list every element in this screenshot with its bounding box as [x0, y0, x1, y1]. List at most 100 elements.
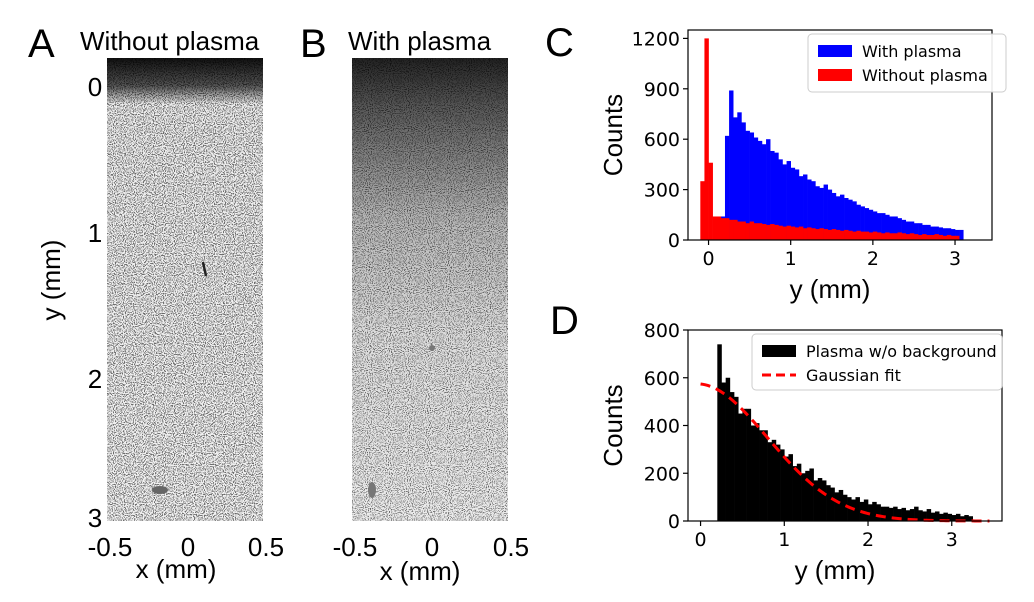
bar	[750, 425, 756, 521]
bar	[840, 194, 845, 240]
bar	[807, 179, 812, 240]
bar	[959, 229, 964, 240]
image-a-x-axis-label: x (mm)	[136, 554, 217, 584]
bar	[909, 509, 915, 521]
bar	[770, 150, 775, 240]
bar	[786, 225, 791, 240]
legend: Plasma w/o background Gaussian fit	[751, 333, 1003, 391]
y-tick-label: 0	[668, 511, 680, 533]
panel-d-letter: D	[550, 299, 579, 343]
bar	[885, 214, 890, 240]
bar	[766, 224, 771, 240]
bar	[827, 189, 833, 240]
bar	[844, 229, 849, 240]
panel-b-letter: B	[300, 22, 327, 66]
bar	[964, 515, 969, 521]
histogram-c: 0 1 2 3 0 300 600 900 1200 y (mm) Counts With plasm…	[598, 28, 1007, 304]
bar	[922, 511, 927, 521]
bar	[786, 161, 791, 240]
bar	[767, 442, 773, 521]
bar	[700, 181, 705, 240]
bar	[860, 231, 865, 240]
bar	[893, 506, 898, 521]
panel-c: C 0 1 2 3 0 300 600 900 1200 y (mm) Counts With pla…	[545, 21, 1007, 304]
panel-b: B With plasma -0.5 0 0.5 x (mm)	[300, 22, 529, 586]
legend: With plasma Without plasma	[807, 33, 1007, 93]
x-axis-label: y (mm)	[790, 274, 871, 304]
image-a-x-tick-neg: -0.5	[88, 532, 133, 562]
bar	[775, 444, 781, 521]
image-y-tick-3: 3	[88, 503, 102, 533]
bar	[955, 235, 960, 240]
bar	[766, 139, 771, 240]
bar	[926, 509, 932, 521]
bar	[831, 229, 837, 240]
bar	[893, 233, 898, 240]
bar	[868, 209, 874, 240]
bar	[708, 162, 713, 240]
bar	[852, 231, 857, 240]
bar	[918, 510, 923, 521]
bar	[733, 219, 738, 240]
bar	[737, 112, 742, 240]
bar	[729, 392, 735, 521]
y-tick-label: 200	[644, 463, 680, 485]
image-a-x-tick-pos: 0.5	[248, 532, 284, 562]
bar	[955, 229, 960, 240]
bar	[905, 234, 911, 240]
bar	[759, 430, 764, 521]
bar	[913, 234, 919, 240]
bar	[821, 480, 827, 521]
bar	[721, 382, 726, 521]
bar	[951, 515, 957, 521]
image-without-plasma	[107, 58, 263, 521]
x-tick-label: 0	[702, 248, 714, 270]
bar	[863, 499, 869, 521]
legend-label: Plasma w/o background	[806, 342, 997, 361]
bar	[942, 235, 948, 240]
x-tick-label: 1	[785, 248, 797, 270]
bar	[926, 234, 931, 240]
bar	[885, 232, 890, 240]
series-without-plasma	[700, 38, 960, 241]
bar	[864, 208, 870, 240]
bar	[749, 132, 755, 240]
bar	[757, 223, 763, 240]
bar	[897, 232, 902, 240]
bar	[842, 494, 848, 521]
bar	[848, 199, 853, 240]
bar	[817, 478, 823, 521]
bar	[872, 501, 877, 521]
bar	[930, 234, 935, 240]
bar	[811, 181, 816, 240]
bar	[868, 232, 874, 240]
image-y-tick-2: 2	[88, 364, 102, 394]
bar	[856, 204, 861, 240]
bar	[749, 221, 755, 240]
bar	[881, 233, 886, 240]
bar	[914, 506, 919, 521]
bar	[930, 512, 936, 521]
panel-a: A Without plasma y (mm) 0 1 2 3 -0.5 0 0…	[28, 22, 284, 584]
bar	[809, 468, 814, 521]
panel-c-letter: C	[545, 21, 574, 65]
bar	[893, 216, 898, 240]
bar	[717, 344, 722, 521]
y-tick-label: 300	[644, 180, 680, 202]
bar	[742, 408, 747, 521]
bar	[939, 513, 944, 521]
bar	[753, 137, 759, 240]
bar	[801, 473, 806, 521]
bar	[876, 504, 881, 521]
bar	[935, 511, 940, 521]
x-tick-label: 2	[862, 529, 874, 551]
bar	[790, 167, 796, 240]
bar	[880, 506, 886, 521]
y-tick-label: 800	[644, 320, 680, 342]
plot-frame	[687, 29, 993, 241]
image-y-tick-0: 0	[88, 72, 102, 102]
bar	[778, 159, 783, 240]
bar	[926, 224, 931, 240]
bar	[745, 130, 750, 240]
bar	[741, 122, 746, 240]
